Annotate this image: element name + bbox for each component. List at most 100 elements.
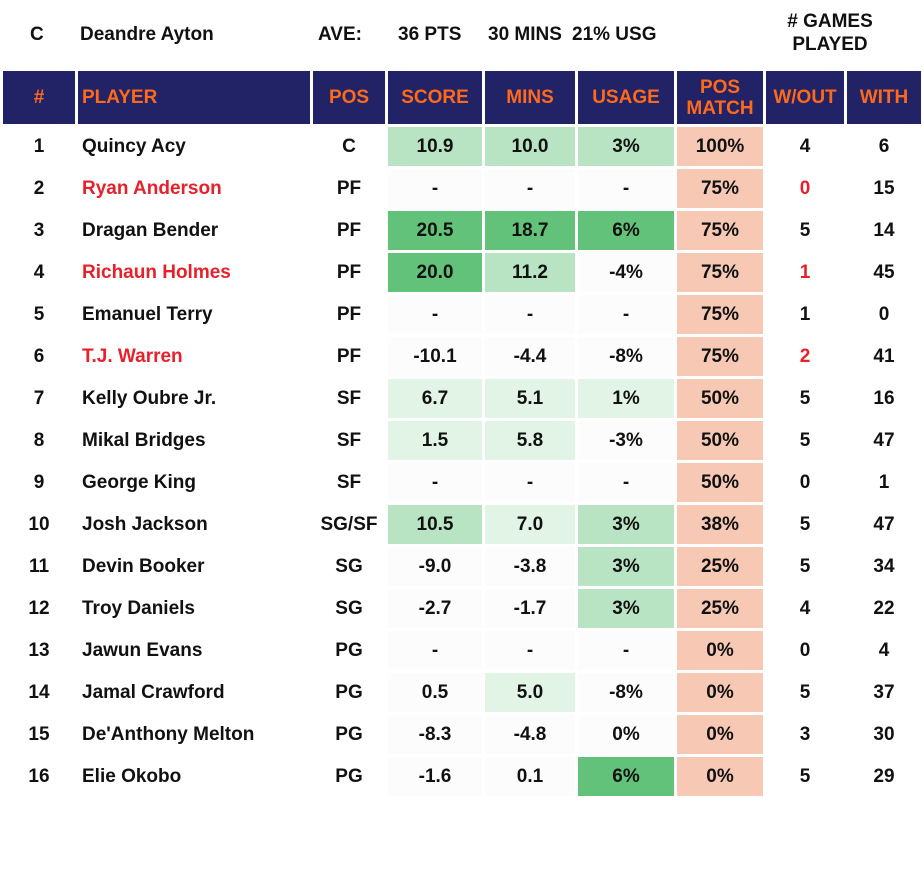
header-score: SCORE (388, 71, 482, 124)
table-row: 1 Quincy Acy C 10.9 10.0 3% 100% 4 6 (3, 127, 921, 166)
mins-cell: 7.0 (485, 505, 575, 544)
games-with-cell: 1 (878, 471, 890, 493)
mins-cell: -3.8 (485, 547, 575, 586)
player-name: Ryan Anderson (82, 177, 222, 199)
table-row: 13 Jawun Evans PG - - -0% 0 4 (3, 631, 921, 670)
score-cell: 20.0 (388, 253, 482, 292)
games-with-cell: 14 (873, 219, 895, 241)
games-without-cell: 4 (799, 135, 811, 157)
player-position: PG (335, 723, 363, 745)
mins-cell: - (485, 631, 575, 670)
mins-cell: -4.4 (485, 337, 575, 376)
table-row: 5 Emanuel Terry PF - - -75% 1 0 (3, 295, 921, 334)
games-with-cell: 37 (873, 681, 895, 703)
games-without-cell: 2 (799, 345, 811, 367)
row-number: 2 (33, 177, 45, 199)
summary-player-name: Deandre Ayton (80, 24, 214, 45)
pos-match-cell: 0% (677, 673, 763, 712)
games-without-cell: 5 (799, 219, 811, 241)
row-number: 16 (28, 765, 50, 787)
games-with-cell: 16 (873, 387, 895, 409)
player-position: PG (335, 681, 363, 703)
score-cell: 1.5 (388, 421, 482, 460)
player-position: PG (335, 765, 363, 787)
usage-cell: -8% (578, 673, 674, 712)
table-row: 14 Jamal Crawford PG 0.5 5.0 -8% 0% 5 37 (3, 673, 921, 712)
table-row: 6 T.J. Warren PF -10.1 -4.4 -8% 75% 2 41 (3, 337, 921, 376)
header-player: PLAYER (78, 71, 310, 124)
pos-match-cell: 75% (677, 337, 763, 376)
games-without-cell: 5 (799, 387, 811, 409)
player-position: SF (336, 387, 362, 409)
usage-cell: - (578, 295, 674, 334)
games-without-cell: 3 (799, 723, 811, 745)
mins-cell: 5.8 (485, 421, 575, 460)
pos-match-cell: 0% (677, 757, 763, 796)
summary-bar: C Deandre Ayton AVE: 36 PTS 30 MINS 21% … (0, 0, 922, 68)
player-name: Devin Booker (82, 555, 205, 577)
mins-cell: - (485, 295, 575, 334)
games-with-cell: 47 (873, 513, 895, 535)
score-cell: - (388, 631, 482, 670)
table-row: 12 Troy Daniels SG -2.7 -1.7 3% 25% 4 22 (3, 589, 921, 628)
table-row: 10 Josh Jackson SG/SF 10.5 7.0 3% 38% 5 47 (3, 505, 921, 544)
games-with-cell: 45 (873, 261, 895, 283)
header-num: # (3, 71, 75, 124)
games-without-cell: 5 (799, 681, 811, 703)
games-without-cell: 1 (799, 261, 811, 283)
table-row: 9 George King SF - - -50% 0 1 (3, 463, 921, 502)
table-row: 8 Mikal Bridges SF 1.5 5.8 -3% 50% 5 47 (3, 421, 921, 460)
games-without-cell: 5 (799, 429, 811, 451)
table-row: 15 De'Anthony Melton PG -8.3 -4.8 0% 0% 3 30 (3, 715, 921, 754)
row-number: 14 (28, 681, 50, 703)
mins-cell: 10.0 (485, 127, 575, 166)
usage-cell: 0% (578, 715, 674, 754)
table-row: 2 Ryan Anderson PF - - -75% 0 15 (3, 169, 921, 208)
mins-cell: 0.1 (485, 757, 575, 796)
table-row: 3 Dragan Bender PF 20.5 18.7 6% 75% 5 14 (3, 211, 921, 250)
score-cell: - (388, 169, 482, 208)
header-pos: POS (313, 71, 385, 124)
player-table: # PLAYER POS SCORE MINS USAGE POS MATCH … (0, 68, 922, 799)
pos-match-cell: 25% (677, 589, 763, 628)
row-number: 8 (33, 429, 45, 451)
games-without-cell: 4 (799, 597, 811, 619)
games-with-cell: 47 (873, 429, 895, 451)
header-mins: MINS (485, 71, 575, 124)
player-position: SF (336, 429, 362, 451)
mins-cell: 5.0 (485, 673, 575, 712)
mins-cell: 18.7 (485, 211, 575, 250)
pos-match-cell: 75% (677, 253, 763, 292)
pos-match-cell: 38% (677, 505, 763, 544)
player-name: Josh Jackson (82, 513, 208, 535)
player-name: T.J. Warren (82, 345, 183, 367)
usage-cell: 6% (578, 211, 674, 250)
usage-cell: 3% (578, 505, 674, 544)
games-with-cell: 30 (873, 723, 895, 745)
table-row: 4 Richaun Holmes PF 20.0 11.2 -4% 75% 1 45 (3, 253, 921, 292)
player-name: George King (82, 471, 197, 493)
games-without-cell: 0 (799, 177, 811, 199)
row-number: 4 (33, 261, 45, 283)
score-cell: -8.3 (388, 715, 482, 754)
header-row: # PLAYER POS SCORE MINS USAGE POS MATCH … (3, 71, 921, 124)
score-cell: -1.6 (388, 757, 482, 796)
score-cell: -2.7 (388, 589, 482, 628)
row-number: 12 (28, 597, 50, 619)
mins-cell: 5.1 (485, 379, 575, 418)
player-position: PF (336, 303, 362, 325)
row-number: 10 (28, 513, 50, 535)
summary-ave-label: AVE: (318, 24, 362, 45)
player-position: PG (335, 639, 363, 661)
games-without-cell: 0 (799, 471, 811, 493)
pos-match-cell: 75% (677, 295, 763, 334)
player-name: De'Anthony Melton (82, 723, 255, 745)
games-with-cell: 22 (873, 597, 895, 619)
player-position: SF (336, 471, 362, 493)
player-name: Quincy Acy (82, 135, 186, 157)
score-cell: - (388, 463, 482, 502)
score-cell: 6.7 (388, 379, 482, 418)
row-number: 11 (28, 555, 50, 577)
usage-cell: 3% (578, 127, 674, 166)
score-cell: - (388, 295, 482, 334)
